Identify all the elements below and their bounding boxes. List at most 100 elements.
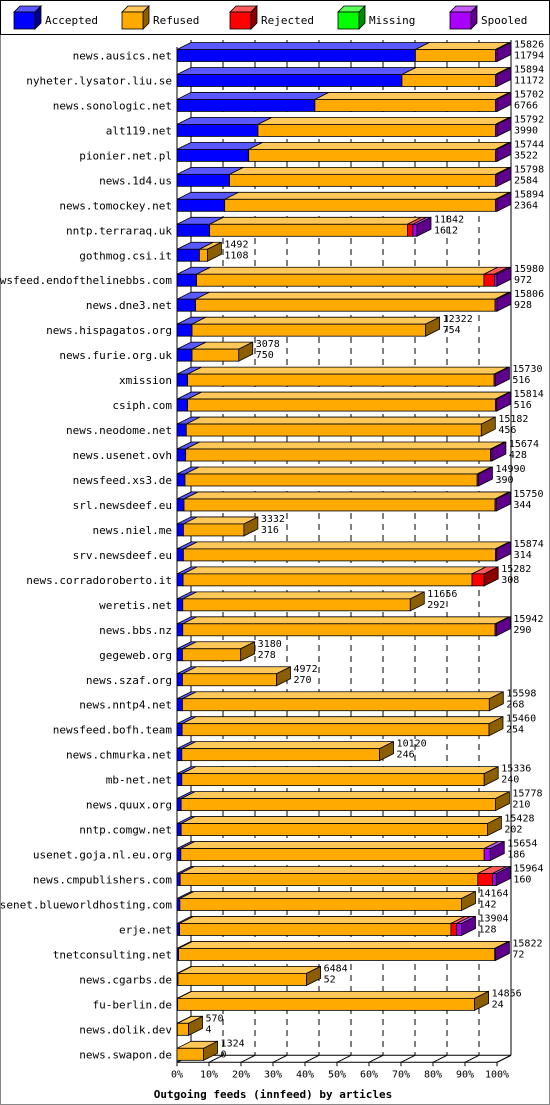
accepted-value-label: 254: [506, 725, 524, 736]
bar-end-cap: [483, 765, 499, 787]
accepted-value-label: 52: [324, 974, 336, 985]
accepted-value-label: 428: [509, 450, 527, 461]
bar-end-cap: [461, 915, 476, 937]
bar-segment-refused: [191, 341, 253, 362]
bar-segment-accepted: [176, 67, 417, 87]
total-value-label: 15942: [513, 614, 543, 625]
accepted-value-label: 142: [478, 899, 496, 910]
total-value-label: 15798: [514, 164, 544, 175]
legend-label: Spooled: [481, 14, 527, 27]
total-value-label: 15744: [514, 139, 544, 150]
bar-segment-accepted: [176, 416, 201, 437]
bar-segment-refused: [177, 990, 489, 1011]
bar-end-cap: [496, 291, 512, 312]
bar-end-cap: [496, 66, 512, 88]
bar-segment-refused: [182, 616, 510, 637]
x-tick-label: 20%: [232, 1069, 250, 1080]
accepted-value-label: 0: [221, 1049, 227, 1060]
accepted-value-label: 11794: [514, 51, 544, 62]
total-value-label: 15894: [514, 189, 544, 200]
bar-end-cap: [496, 91, 512, 113]
bar-end-cap: [203, 1040, 218, 1061]
total-value-label: 15822: [512, 938, 542, 949]
bar-segment-accepted: [176, 117, 273, 137]
bar-segment-refused: [177, 965, 321, 986]
accepted-value-label: 186: [507, 850, 525, 861]
bar-segment-refused: [185, 416, 496, 437]
legend-label: Accepted: [45, 14, 98, 27]
bar-end-cap: [494, 366, 510, 387]
bar-end-cap: [488, 691, 504, 712]
bar-end-cap: [496, 166, 512, 187]
bar-end-cap: [494, 940, 510, 962]
bar-segment-accepted: [176, 241, 214, 262]
category-label: gothmog.csi.it: [79, 249, 172, 262]
legend-item-missing: Missing: [337, 5, 415, 30]
accepted-value-label: 72: [512, 949, 524, 960]
bar-segment-refused: [182, 516, 259, 537]
x-tick-label: 70%: [392, 1069, 410, 1080]
category-label: weretis.net: [99, 599, 172, 612]
bar-end-cap: [243, 516, 259, 537]
category-label: usenet.goja.nl.eu.org: [33, 849, 172, 862]
plot-area: 0% 10% 20% 30% 40% 50% 60% 70% 80% 90% 100% news.au…: [0, 40, 544, 1081]
bar-segment-refused: [179, 916, 466, 936]
x-tick-label: 50%: [328, 1069, 346, 1080]
bar-end-cap: [496, 391, 512, 412]
total-value-label: 15894: [514, 64, 544, 75]
bar-segment-refused: [184, 466, 492, 487]
accepted-value-label: 754: [443, 325, 461, 336]
category-label: tnetconsulting.net: [53, 948, 172, 961]
legend-item-accepted: Accepted: [13, 5, 98, 30]
total-value-label: 6484: [324, 963, 348, 974]
total-value-label: 15826: [514, 40, 544, 51]
bar-segment-refused: [182, 641, 255, 662]
total-value-label: 15674: [509, 439, 539, 450]
bar-segment-refused: [182, 666, 291, 687]
x-tick-label: 80%: [424, 1069, 442, 1080]
category-label: pionier.net.pl: [79, 149, 172, 162]
accepted-value-label: 210: [512, 800, 530, 811]
bar-segment-refused: [185, 441, 505, 462]
bar-segment-refused: [191, 316, 440, 337]
bar-segment-refused: [181, 766, 499, 787]
accepted-value-label: 278: [258, 650, 276, 661]
category-label: news.1d4.us: [99, 174, 172, 187]
accepted-value-label: 24: [492, 999, 504, 1010]
legend-item-rejected: Rejected: [229, 5, 314, 30]
category-label: erje.net: [119, 923, 172, 936]
accepted-value-label: 290: [513, 625, 531, 636]
total-value-label: 3332: [261, 514, 285, 525]
category-label: fu-berlin.de: [93, 998, 172, 1011]
bar-end-cap: [494, 790, 510, 812]
bar-end-cap: [496, 541, 512, 562]
bar-segment-refused: [196, 266, 499, 287]
category-label: news.chmurka.net: [66, 749, 172, 762]
category-label: news.tomockey.net: [59, 199, 172, 212]
total-value-label: 15182: [498, 414, 528, 425]
accepted-value-label: 202: [504, 825, 522, 836]
total-value-label: 15598: [506, 689, 536, 700]
legend-label: Rejected: [261, 14, 314, 27]
x-tick-label: 90%: [456, 1069, 474, 1080]
accepted-value-label: 316: [261, 525, 279, 536]
bar-end-cap: [488, 716, 504, 737]
total-value-label: 15806: [514, 289, 544, 300]
total-value-label: 15336: [501, 764, 531, 775]
